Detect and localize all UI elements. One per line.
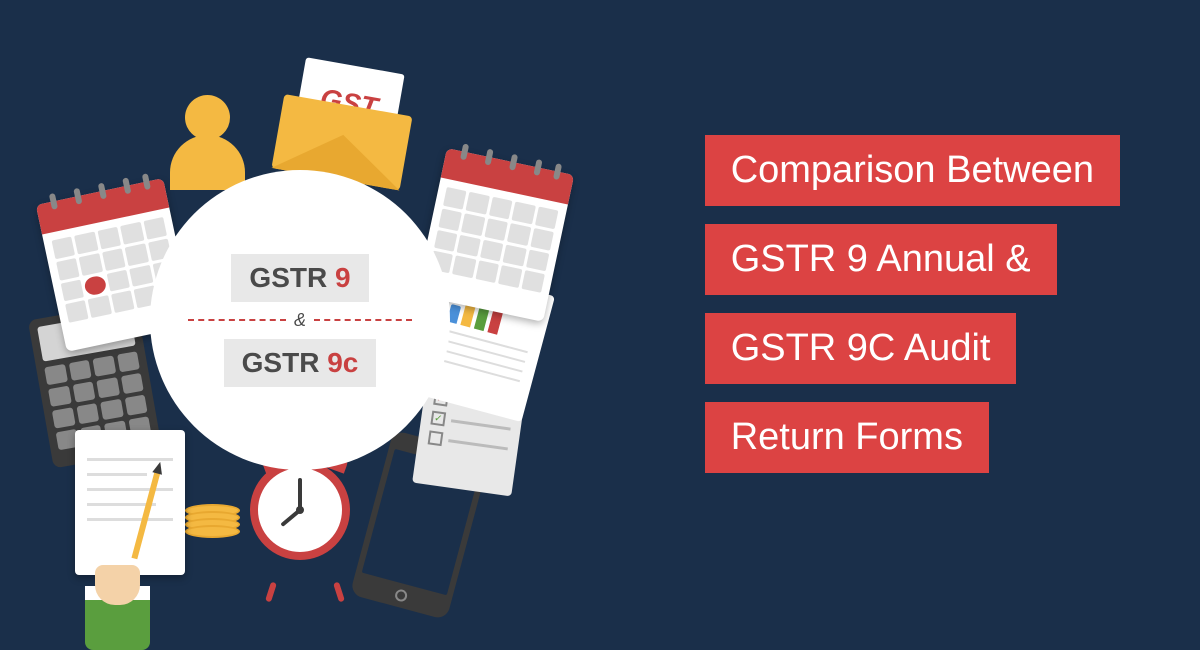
title-line-3: GSTR 9C Audit bbox=[705, 313, 1017, 384]
title-line-1: Comparison Between bbox=[705, 135, 1120, 206]
hand-notepad-icon bbox=[75, 430, 185, 575]
title-line-4: Return Forms bbox=[705, 402, 989, 473]
separator-dashed: & bbox=[180, 310, 420, 331]
center-circle: GSTR 9 & GSTR 9c bbox=[150, 170, 450, 470]
gstr9-label: GSTR 9 bbox=[231, 254, 368, 302]
person-icon bbox=[170, 95, 245, 190]
title-line-2: GSTR 9 Annual & bbox=[705, 224, 1057, 295]
infographic-cluster: $25 GST bbox=[50, 60, 550, 560]
gstr9c-label: GSTR 9c bbox=[224, 339, 377, 387]
coins-icon bbox=[185, 510, 240, 538]
title-text-section: Comparison Between GSTR 9 Annual & GSTR … bbox=[705, 135, 1120, 473]
alarm-clock-icon bbox=[250, 460, 360, 590]
